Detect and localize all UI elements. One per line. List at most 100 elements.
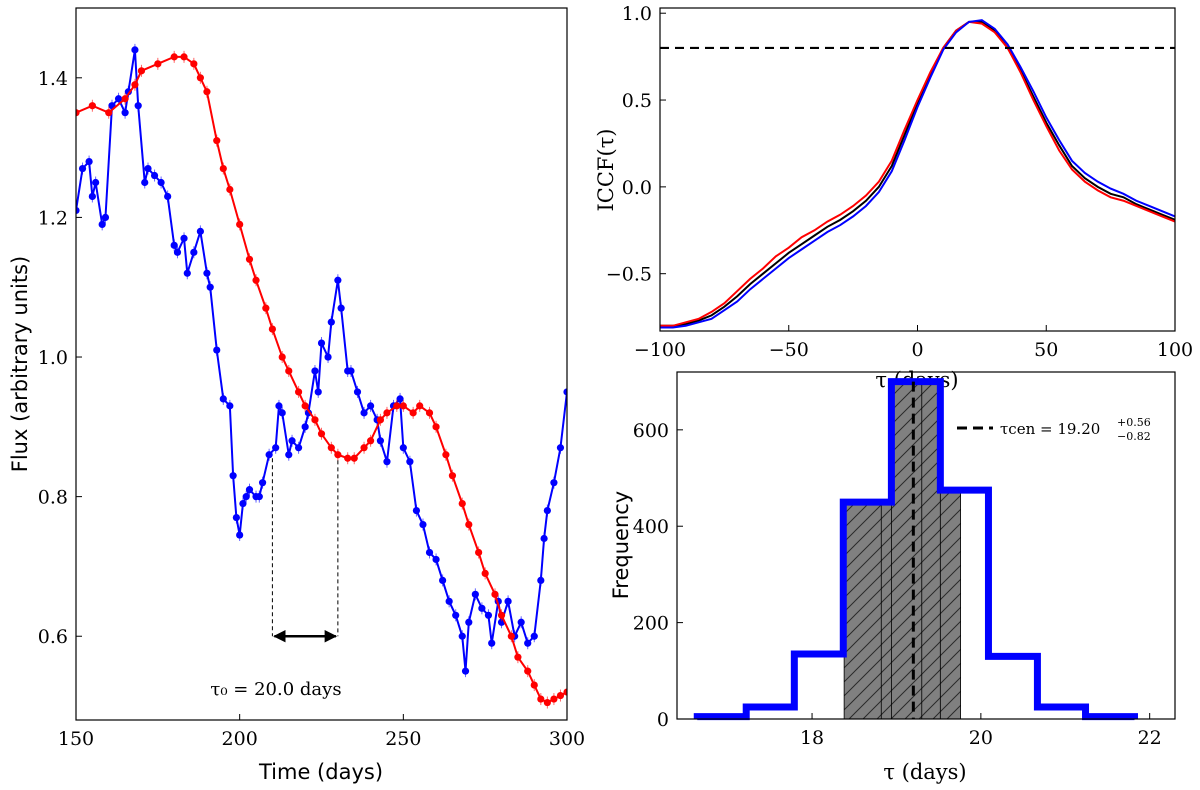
- lag-annotation-label: τ₀ = 20.0 days: [210, 679, 341, 700]
- responding-data-point: [285, 367, 293, 375]
- driving-data-point: [439, 576, 447, 584]
- lightcurve-y-ticks: 0.6 0.8 1.0 1.2 1.4: [38, 68, 82, 648]
- driving-data-point: [180, 234, 188, 242]
- histogram-x-tick-label: 18: [800, 727, 824, 749]
- driving-data-point: [255, 493, 263, 501]
- iccf-x-tick-label: 100: [1157, 339, 1193, 361]
- driving-data-point: [383, 458, 391, 466]
- responding-data-point: [76, 109, 80, 117]
- driving-data-point: [550, 479, 558, 487]
- driving-data-point: [530, 632, 538, 640]
- driving-data-point: [239, 500, 247, 508]
- driving-data-point: [504, 597, 512, 605]
- driving-data-point: [170, 241, 178, 249]
- driving-data-point: [173, 248, 182, 256]
- driving-data-point: [419, 520, 427, 529]
- driving-data-point: [265, 451, 273, 459]
- driving-data-point: [458, 632, 466, 640]
- driving-data-point: [288, 437, 296, 445]
- driving-data-point: [334, 276, 342, 284]
- lightcurve-y-tick-label: 1.4: [38, 68, 68, 90]
- responding-data-point: [137, 67, 146, 75]
- driving-data-point: [131, 46, 139, 54]
- responding-data-point: [393, 402, 401, 410]
- responding-data-point: [497, 611, 506, 619]
- histogram-bar: [794, 654, 843, 719]
- responding-data-point: [245, 255, 254, 263]
- driving-data-point: [98, 220, 106, 228]
- histogram-x-tick-label: 20: [969, 727, 993, 749]
- lightcurve-y-tick-label: 1.2: [38, 207, 68, 229]
- responding-data-point: [252, 276, 260, 284]
- responding-data-point: [154, 60, 162, 68]
- iccf-y-tick-label: 1.0: [622, 3, 652, 25]
- iccf-x-tick-label: 0: [911, 339, 923, 361]
- responding-data-point: [556, 691, 565, 700]
- histogram-x-tick-label: 22: [1138, 727, 1162, 749]
- driving-data-point: [226, 402, 234, 410]
- driving-data-point: [517, 618, 525, 626]
- histogram-y-tick-label: 400: [633, 516, 669, 538]
- iccf-x-tick-label: −50: [769, 339, 809, 361]
- driving-data-point: [134, 102, 142, 110]
- histogram-x-axis-label: τ (days): [883, 760, 966, 784]
- responding-data-point: [262, 304, 270, 312]
- legend-tau-cen-label: τcen = 19.20: [1000, 420, 1100, 438]
- driving-data-point: [425, 548, 434, 557]
- driving-data-point: [488, 639, 496, 647]
- driving-data-point: [484, 611, 493, 619]
- driving-data-point: [88, 192, 96, 201]
- driving-data-point: [324, 353, 332, 361]
- driving-data-point: [294, 444, 303, 452]
- driving-data-point: [78, 164, 87, 173]
- responding-data-point: [458, 500, 466, 508]
- responding-data-point: [213, 137, 221, 145]
- responding-data-point: [367, 437, 375, 445]
- driving-data-point: [399, 444, 407, 452]
- driving-data-point: [242, 493, 250, 501]
- responding-data-point: [530, 681, 538, 689]
- iccf-plot-area: [660, 19, 1176, 329]
- driving-data-point: [445, 597, 453, 605]
- driving-data-point: [367, 402, 375, 410]
- driving-data-point: [203, 269, 211, 277]
- lightcurve-series-group: [76, 43, 567, 709]
- driving-data-point: [285, 451, 293, 459]
- driving-data-point: [236, 531, 244, 539]
- histogram-step-outline: [693, 378, 1138, 721]
- driving-data-point: [92, 178, 100, 187]
- driving-data-point: [543, 506, 551, 515]
- responding-data-point: [514, 653, 522, 661]
- driving-data-point: [76, 206, 80, 215]
- responding-data-point: [350, 454, 358, 462]
- responding-data-point: [563, 688, 567, 696]
- driving-data-point: [258, 479, 267, 487]
- driving-data-point: [183, 269, 191, 277]
- iccf-y-tick-label: 0.0: [622, 177, 652, 199]
- driving-data-point: [206, 283, 214, 291]
- histogram-axes-frame: [676, 371, 1176, 720]
- iccf-y-tick-label: 0.5: [622, 90, 652, 112]
- driving-data-point: [556, 444, 565, 452]
- histogram-y-tick-label: 200: [633, 613, 669, 635]
- responding-data-point: [550, 695, 558, 703]
- lightcurve-y-axis-label: Flux (arbitrary units): [8, 256, 32, 472]
- driving-data-point: [563, 388, 567, 396]
- driving-data-point: [213, 346, 221, 354]
- responding-data-point: [226, 185, 234, 194]
- driving-data-point: [452, 611, 460, 619]
- responding-data-point: [491, 590, 499, 598]
- responding-data-point: [399, 402, 407, 410]
- responding-data-point: [121, 95, 129, 103]
- lightcurve-x-axis-label: Time (days): [258, 760, 383, 784]
- responding-data-point: [465, 520, 473, 529]
- lightcurve-x-ticks: 150 200 250 300: [58, 714, 585, 750]
- responding-data-point: [432, 423, 440, 431]
- driving-data-point: [196, 227, 204, 235]
- iccf-x-tick-label: −100: [634, 339, 686, 361]
- driving-data-point: [347, 367, 355, 375]
- responding-data-point: [190, 60, 198, 68]
- lightcurve-panel: 150 200 250 300 0.6 0.8 1.0 1.2 1.4 Time (days)…: [8, 7, 585, 784]
- responding-data-point: [425, 409, 434, 417]
